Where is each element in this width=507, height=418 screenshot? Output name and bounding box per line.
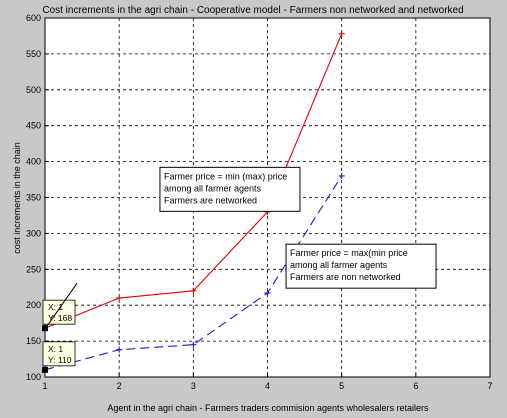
datatip[interactable]: X: 1Y: 168	[42, 282, 78, 332]
y-tick-label: 200	[26, 300, 41, 310]
annotation-box: Farmer price = max(min price among all fa…	[285, 243, 437, 289]
x-tick-label: 1	[42, 381, 47, 391]
datatip-marker	[42, 366, 48, 373]
y-tick-label: 150	[26, 336, 41, 346]
y-tick-label: 250	[26, 264, 41, 274]
data-point	[264, 289, 271, 296]
x-axis-label: Agent in the agri chain - Farmers trader…	[107, 403, 429, 413]
x-tick-label: 4	[265, 381, 270, 391]
annotation-line: among all farmer agents	[164, 183, 262, 193]
chart-title: Cost increments in the agri chain - Coop…	[42, 5, 463, 16]
data-point	[116, 295, 123, 302]
data-point	[338, 172, 345, 179]
datatip-marker	[42, 325, 48, 332]
x-tick-label: 5	[339, 381, 344, 391]
y-tick-label: 100	[26, 372, 41, 382]
annotation-line: Farmers are networked	[164, 195, 257, 205]
y-tick-label: 300	[26, 228, 41, 238]
y-tick-label: 350	[26, 193, 41, 203]
datatip-x: X: 1	[48, 344, 63, 354]
y-tick-label: 600	[26, 13, 41, 23]
annotation-line: Farmers are non networked	[290, 272, 401, 282]
x-tick-label: 3	[191, 381, 196, 391]
datatip[interactable]: X: 1Y: 110	[42, 341, 76, 373]
data-point	[190, 341, 197, 348]
grid	[45, 18, 490, 377]
x-tick-label: 7	[487, 381, 492, 391]
y-ticks: 100 150 200 250 300 350 400 450 500 550 600	[26, 13, 49, 382]
x-tick-label: 6	[413, 381, 418, 391]
annotation-line: Farmer price = max(min price	[290, 248, 408, 258]
data-point	[190, 287, 197, 294]
y-tick-label: 550	[26, 49, 41, 59]
data-point	[116, 346, 123, 353]
y-axis-label: cost increments in the chain	[12, 142, 22, 254]
y-tick-label: 500	[26, 85, 41, 95]
datatip-x: X: 1	[48, 302, 63, 312]
annotation-line: Farmer price = min (max) price	[164, 171, 287, 181]
data-point	[338, 30, 345, 37]
y-tick-label: 450	[26, 121, 41, 131]
x-ticks: 1 2 3 4 5 6 7	[42, 373, 493, 391]
annotation-box: Farmer price = min (max) price among all …	[159, 166, 301, 212]
datatip-y: Y: 168	[48, 313, 72, 323]
y-tick-label: 400	[26, 157, 41, 167]
annotation-line: among all farmer agents	[290, 260, 388, 270]
x-tick-label: 2	[117, 381, 122, 391]
annotation-layer: Farmer price = min (max) price among all …	[159, 166, 437, 289]
datatip-arrow	[46, 282, 78, 327]
datatip-y: Y: 110	[48, 355, 72, 365]
